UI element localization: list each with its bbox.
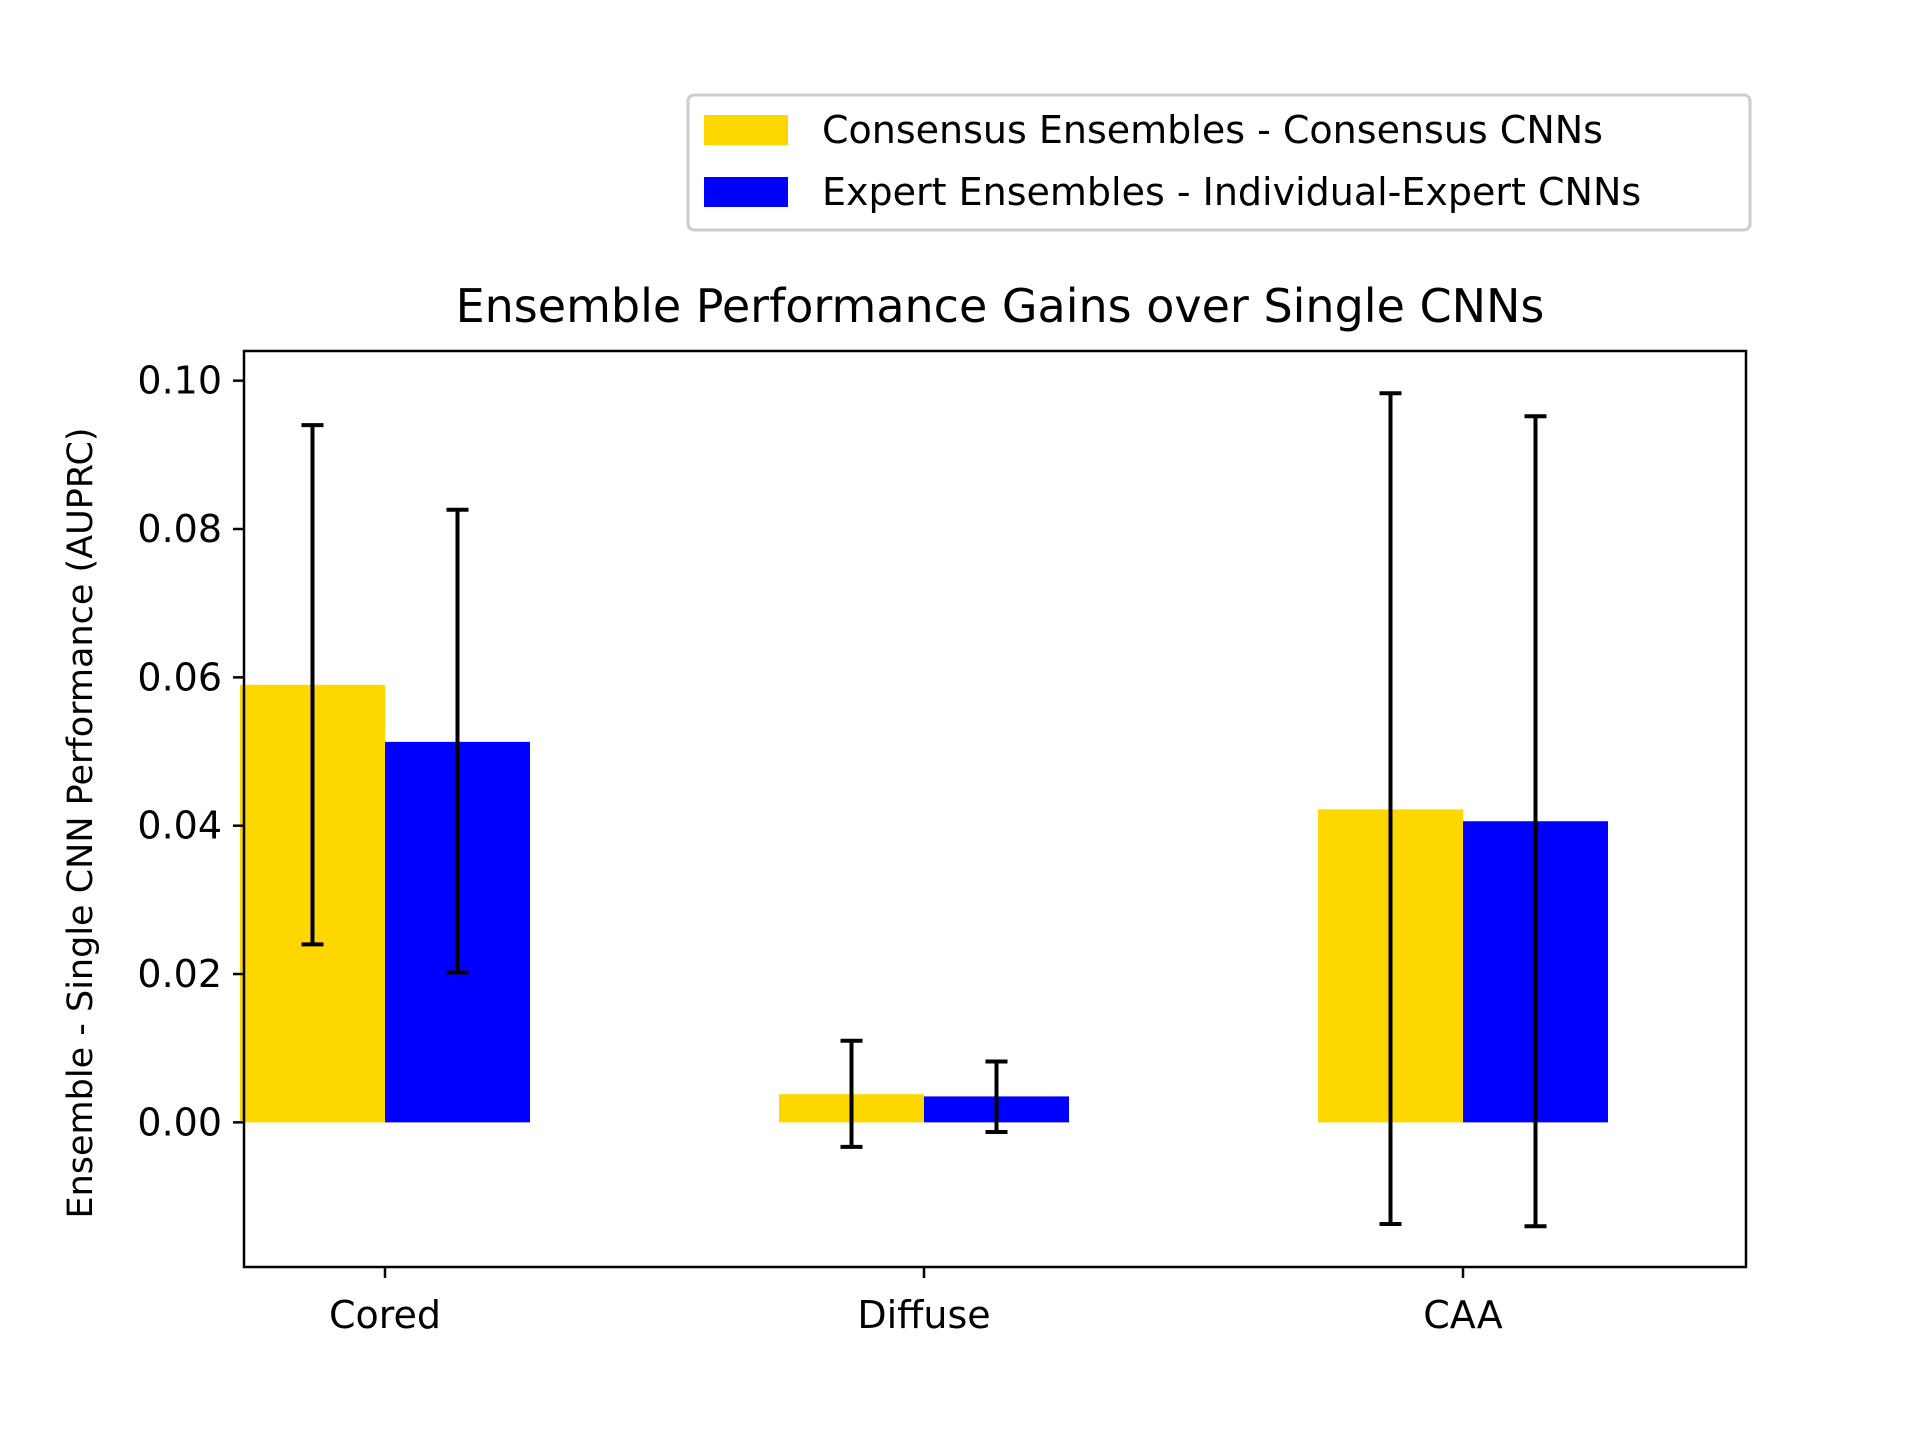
y-tick-label: 0.02 (137, 952, 222, 996)
error-bar-caa-series-1 (1379, 391, 1402, 1226)
y-tick-label: 0.06 (137, 655, 222, 699)
x-tick-label-cored: Cored (329, 1293, 441, 1337)
legend-swatch-expert (704, 177, 788, 207)
y-axis-label: Ensemble - Single CNN Performance (AUPRC… (61, 427, 101, 1218)
error-bar-caa-series-2 (1524, 414, 1547, 1229)
y-tick-label: 0.08 (137, 507, 222, 551)
legend: Consensus Ensembles - Consensus CNNs Exp… (686, 93, 1752, 232)
y-tick-label: 0.10 (137, 359, 222, 403)
y-tick-label: 0.04 (137, 804, 222, 848)
y-tick-label: 0.00 (137, 1100, 222, 1144)
y-axis: 0.00 0.02 0.04 0.06 0.08 0.10 (137, 359, 244, 1144)
error-bar-cored-series-1 (301, 423, 324, 947)
legend-frame (686, 93, 1752, 232)
x-axis: Cored Diffuse CAA (329, 1267, 1503, 1337)
error-bar-cored-series-2 (446, 507, 469, 975)
x-tick-label-diffuse: Diffuse (857, 1293, 990, 1337)
plot-area (240, 391, 1608, 1229)
legend-swatch-consensus (704, 115, 788, 145)
error-bar-diffuse-series-2 (985, 1059, 1008, 1135)
error-bar-diffuse-series-1 (840, 1038, 863, 1149)
x-tick-label-caa: CAA (1423, 1293, 1503, 1337)
axes-frame (242, 349, 1748, 1269)
chart-title: Ensemble Performance Gains over Single C… (456, 279, 1545, 333)
legend-label-expert: Expert Ensembles - Individual-Expert CNN… (822, 170, 1641, 214)
legend-label-consensus: Consensus Ensembles - Consensus CNNs (822, 108, 1603, 152)
